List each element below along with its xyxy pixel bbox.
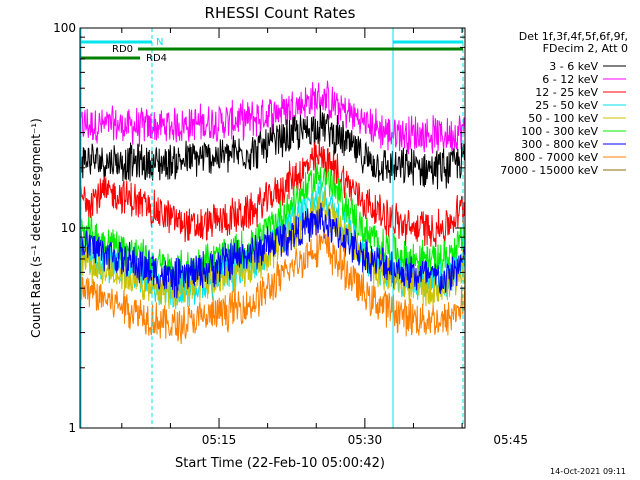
overlay-layer: N RD0 RD4 bbox=[80, 28, 464, 428]
legend-label: 300 - 800 keV bbox=[521, 138, 598, 151]
series-layer bbox=[79, 80, 466, 345]
legend-label: 7000 - 15000 keV bbox=[500, 164, 598, 177]
chart-title: RHESSI Count Rates bbox=[205, 4, 356, 22]
series-line-1 bbox=[79, 80, 466, 155]
series-line-7 bbox=[79, 229, 466, 345]
legend-label: 50 - 100 keV bbox=[528, 112, 598, 125]
y-tick-label: 100 bbox=[53, 21, 76, 35]
y-tick-label: 10 bbox=[61, 221, 76, 235]
legend-label: 6 - 12 keV bbox=[542, 73, 598, 86]
x-axis-label: Start Time (22-Feb-10 05:00:42) bbox=[175, 456, 385, 471]
legend-label: 800 - 7000 keV bbox=[514, 151, 598, 164]
legend-header-line1: Det 1f,3f,4f,5f,6f,9f, bbox=[519, 30, 628, 43]
series-line-4 bbox=[79, 186, 466, 310]
legend-label: 100 - 300 keV bbox=[521, 125, 598, 138]
series-line-2 bbox=[79, 140, 466, 248]
timestamp: 14-Oct-2021 09:11 bbox=[550, 467, 626, 476]
y-axis-label: Count Rate (s⁻¹ detector segment⁻¹) bbox=[29, 118, 43, 338]
legend: Det 1f,3f,4f,5f,6f,9f,FDecim 2, Att 0 3 -… bbox=[500, 30, 628, 177]
x-tick-label: 05:15 bbox=[202, 433, 237, 447]
annotation-n-label: N bbox=[156, 37, 163, 48]
legend-label: 12 - 25 keV bbox=[535, 86, 598, 99]
legend-label: 25 - 50 keV bbox=[535, 99, 598, 112]
legend-header-line2: FDecim 2, Att 0 bbox=[543, 42, 628, 55]
x-tick-label: 05:45 bbox=[493, 433, 528, 447]
y-tick-label: 1 bbox=[68, 421, 76, 435]
annotation-rd0-label: RD0 bbox=[112, 44, 133, 55]
x-tick-label: 05:30 bbox=[348, 433, 383, 447]
annotation-rd4-label: RD4 bbox=[146, 53, 167, 64]
series-line-0 bbox=[79, 105, 466, 190]
legend-label: 3 - 6 keV bbox=[549, 60, 598, 73]
series-line-6 bbox=[79, 202, 466, 299]
